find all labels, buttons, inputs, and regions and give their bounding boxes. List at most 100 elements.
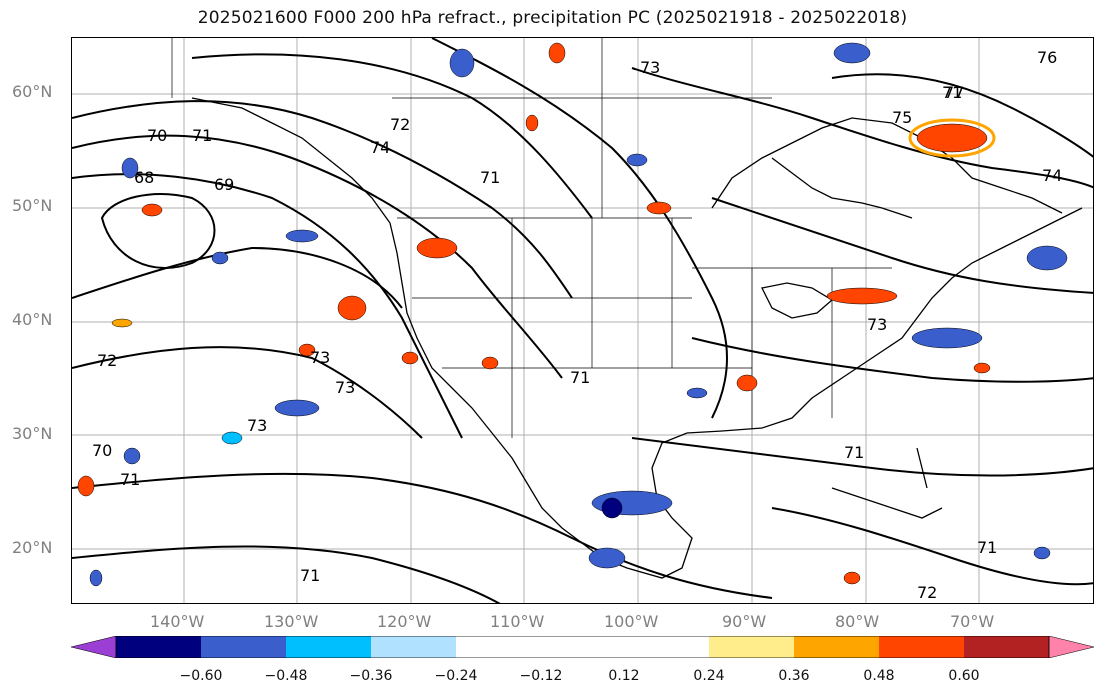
map-title: 2025021600 F000 200 hPa refract., precip…: [197, 8, 908, 28]
colorbar-segment-0: [71, 636, 117, 658]
patch-pos-1: [916, 123, 988, 153]
colorbar-outline: [115, 636, 1050, 658]
patch-pos-10: [481, 356, 499, 370]
patch-neg-8: [1026, 245, 1068, 271]
coastlines: [191, 97, 1083, 579]
patch-pos-13: [973, 362, 991, 374]
contour-9: [711, 197, 1093, 294]
patch-neg-7: [833, 42, 871, 64]
contour-2: [72, 134, 563, 379]
patch-neg-13: [211, 251, 229, 265]
lon-label-110w: 110°W: [490, 612, 545, 631]
patch-pos-5: [141, 203, 163, 217]
contour-15: [771, 507, 1093, 586]
patch-neg-1-core: [601, 497, 623, 519]
contour-label-20: 71: [570, 368, 590, 387]
contour-label-12: 74: [1042, 166, 1062, 185]
patch-neg-6: [449, 48, 475, 78]
contour-label-2: 77: [944, 83, 964, 102]
patch-pos-14: [111, 318, 133, 328]
colorbar-segment-8: [794, 636, 879, 658]
contour-8: [631, 67, 1093, 189]
colorbar-tick-7: 0.24: [693, 668, 725, 684]
contour-label-7: 71: [480, 168, 500, 187]
patch-neg-10: [626, 153, 648, 167]
colorbar-segment-11: [1048, 636, 1094, 658]
contour-label-14: 72: [97, 351, 117, 370]
contour-1: [72, 100, 573, 299]
contour-label-11: 68: [134, 168, 154, 187]
contour-12: [72, 472, 773, 599]
contour-11: [631, 437, 1093, 477]
lat-label-60: 60°N: [12, 82, 53, 101]
colorbar-tick-1: −0.60: [179, 668, 223, 684]
map-panel: 73 77 76 72 74 75 71 70 71 69 68 74 71 7…: [71, 37, 1094, 604]
contour-16: [831, 73, 1093, 158]
contour-label-15: 73: [310, 348, 330, 367]
lat-label-20: 20°N: [12, 538, 53, 557]
contour-label-24: 71: [977, 538, 997, 557]
colorbar-tick-10: 0.60: [948, 668, 980, 684]
contour-6: [191, 53, 593, 219]
colorbar-segment-1: [116, 636, 201, 658]
lon-label-140w: 140°W: [150, 612, 205, 631]
coastline-florida: [916, 447, 928, 489]
contour-label-8: 70: [147, 126, 167, 145]
contour-4: [72, 246, 403, 309]
patch-pos-12: [525, 114, 539, 132]
patch-neg-2: [588, 547, 626, 569]
colorbar-segment-7: [709, 636, 794, 658]
colorbar-tick-9: 0.48: [863, 668, 895, 684]
coastline-lakes: [771, 157, 913, 219]
contour-label-13: 71: [942, 83, 962, 102]
patch-neg-9: [285, 229, 319, 243]
patch-pos-9: [77, 475, 95, 497]
lon-label-130w: 130°W: [264, 612, 319, 631]
contour-7: [431, 38, 728, 419]
patch-pos-6: [646, 201, 672, 215]
patch-neg-4: [274, 399, 320, 417]
contour-label-21: 71: [844, 443, 864, 462]
colorbar-tick-2: −0.48: [264, 668, 308, 684]
patch-pos-3: [416, 237, 458, 259]
contour-3: [72, 173, 463, 439]
graticule: [72, 38, 1093, 603]
lon-label-90w: 90°W: [722, 612, 767, 631]
lat-label-40: 40°N: [12, 310, 53, 329]
contour-label-3: 76: [1037, 48, 1057, 67]
patch-neg-11: [123, 447, 141, 465]
colorbar-segment-4: [371, 636, 456, 658]
contour-10: [691, 337, 1093, 383]
patch-neg-14: [686, 387, 708, 399]
contour-label-16: 73: [247, 416, 267, 435]
patch-neg-3: [911, 327, 983, 349]
precip-patches: [77, 42, 1068, 587]
contour-label-19: 71: [120, 470, 140, 489]
patch-pos-8: [548, 42, 566, 64]
contour-label-23: 73: [335, 378, 355, 397]
contour-label-10: 69: [214, 175, 234, 194]
colorbar-tick-5: −0.12: [519, 668, 563, 684]
patch-neg-16: [221, 431, 243, 445]
contour-label-25: 72: [917, 583, 937, 602]
patch-pos-11: [401, 351, 419, 365]
colorbar: [71, 636, 1094, 658]
contour-labels: 73 77 76 72 74 75 71 70 71 69 68 74 71 7…: [92, 48, 1062, 602]
patch-pos-1-ring: [908, 118, 996, 158]
contour-label-18: 70: [92, 441, 112, 460]
patch-neg-12: [89, 569, 103, 587]
patch-pos-15: [843, 571, 861, 585]
lon-label-80w: 80°W: [835, 612, 880, 631]
patch-pos-16: [298, 343, 316, 357]
lat-label-30: 30°N: [12, 424, 53, 443]
patch-neg-5: [121, 157, 139, 179]
contour-label-22: 71: [300, 566, 320, 585]
refractivity-contours: [72, 38, 1093, 603]
coastline-north-america: [191, 97, 1083, 579]
colorbar-tick-6: 0.12: [608, 668, 640, 684]
patch-pos-4: [337, 295, 367, 321]
patch-neg-15: [1033, 546, 1051, 560]
colorbar-segment-6: [541, 636, 709, 658]
lon-label-100w: 100°W: [604, 612, 659, 631]
lon-label-70w: 70°W: [950, 612, 995, 631]
